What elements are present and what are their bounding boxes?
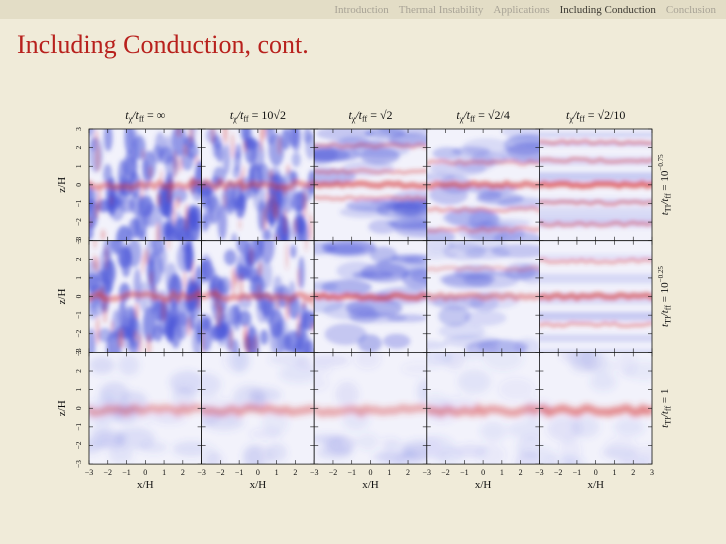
y-tick-label: 2 [74,369,83,373]
x-tick-label: 1 [162,468,166,477]
x-axis-label: x/H [475,479,492,491]
x-tick-label: −1 [235,468,244,477]
x-tick-label: 0 [369,468,373,477]
nav-item-introduction[interactable]: Introduction [334,3,389,16]
column-title-3: tχ/tff = √2 [348,108,392,124]
x-axis-label: x/H [250,479,267,491]
sim-panel-r3-c1 [88,351,202,465]
sim-panel-r3-c5 [539,351,653,465]
nav-item-conclusion[interactable]: Conclusion [665,3,716,16]
y-tick-label: 1 [74,388,83,392]
y-tick-label: 3 [74,350,83,354]
y-tick-label: −3 [74,236,83,244]
y-axis-label: z/H [56,400,68,416]
sim-panel-r3-c2 [201,351,315,465]
x-tick-label: 1 [612,468,616,477]
y-tick-label: 3 [74,127,83,131]
y-axis-label: z/H [56,289,68,305]
x-tick-label: 1 [500,468,504,477]
x-tick-label: 2 [631,468,635,477]
y-tick-label: −2 [74,330,83,338]
x-tick-label: −3 [310,468,319,477]
nav-item-including-conduction[interactable]: Including Conduction [559,3,656,16]
x-tick-label: 2 [181,468,185,477]
x-tick-label: 0 [481,468,485,477]
row-title-1: tTI/tff = 10−0.75 [657,154,673,215]
x-tick-label: −2 [329,468,338,477]
y-tick-label: −1 [74,423,83,431]
sim-panel-r1-c4 [426,128,540,242]
x-tick-label: −3 [423,468,432,477]
x-tick-label: 2 [406,468,410,477]
x-tick-label: 2 [519,468,523,477]
section-navbar: Introduction Thermal Instability Applicati… [0,0,726,19]
x-tick-label: 0 [256,468,260,477]
sim-panel-r2-c1 [88,240,202,353]
x-tick-label: −1 [460,468,469,477]
row-title-2: tTI/tff = 10−0.25 [657,266,673,327]
x-tick-label: −2 [441,468,450,477]
y-tick-label: −1 [74,199,83,207]
column-title-2: tχ/tff = 10√2 [230,108,286,124]
x-axis-label: x/H [362,479,379,491]
y-tick-label: −1 [74,311,83,319]
sim-panel-r1-c5 [539,128,653,242]
sim-panel-r3-c3 [313,351,428,465]
x-tick-label: −1 [347,468,356,477]
x-tick-label: −1 [573,468,582,477]
x-axis-label: x/H [137,479,154,491]
y-tick-label: 1 [74,164,83,168]
y-tick-label: −2 [74,218,83,226]
sim-panel-r1-c1 [88,128,202,242]
x-axis-label: x/H [587,479,604,491]
slide-title: Including Conduction, cont. [17,30,309,59]
x-tick-label: −2 [554,468,563,477]
x-tick-label: −3 [197,468,206,477]
x-tick-label: 0 [143,468,147,477]
sim-panel-r2-c3 [313,240,428,353]
sim-panel-r1-c3 [313,128,428,242]
y-tick-label: 0 [74,183,83,187]
x-tick-label: −1 [122,468,131,477]
column-title-4: tχ/tff = √2/4 [456,108,509,124]
nav-item-applications[interactable]: Applications [493,3,550,16]
svg-text:tTI/tff = 10−0.75: tTI/tff = 10−0.75 [657,154,673,215]
x-tick-label: 2 [293,468,297,477]
sim-panel-r3-c4 [426,351,540,465]
y-tick-label: 0 [74,406,83,410]
sim-panel-r2-c2 [201,240,315,353]
x-tick-label: 1 [387,468,391,477]
sim-panel-r2-c5 [539,240,653,353]
x-tick-label: −3 [535,468,544,477]
row-title-3: tTI/tff = 1 [659,389,673,428]
x-tick-label: 1 [275,468,279,477]
y-tick-label: −3 [74,348,83,356]
column-title-1: tχ/tff = ∞ [125,108,165,124]
svg-text:tTI/tff = 1: tTI/tff = 1 [659,389,673,428]
x-tick-label: 0 [594,468,598,477]
x-tick-label: −3 [85,468,94,477]
nav-item-thermal-instability[interactable]: Thermal Instability [398,3,484,16]
svg-text:tTI/tff = 10−0.25: tTI/tff = 10−0.25 [657,266,673,327]
column-title-5: tχ/tff = √2/10 [566,108,625,124]
y-tick-label: 1 [74,276,83,280]
y-tick-label: −3 [74,460,83,468]
y-tick-label: 2 [74,145,83,149]
sim-panel-r1-c2 [201,128,315,242]
x-tick-label: −2 [216,468,225,477]
y-tick-label: 2 [74,257,83,261]
x-tick-label: −2 [104,468,113,477]
y-tick-label: 3 [74,239,83,243]
sim-panel-r2-c4 [426,240,540,353]
y-axis-label: z/H [56,177,68,193]
x-tick-label: 3 [650,468,654,477]
y-tick-label: 0 [74,294,83,298]
y-tick-label: −2 [74,441,83,449]
